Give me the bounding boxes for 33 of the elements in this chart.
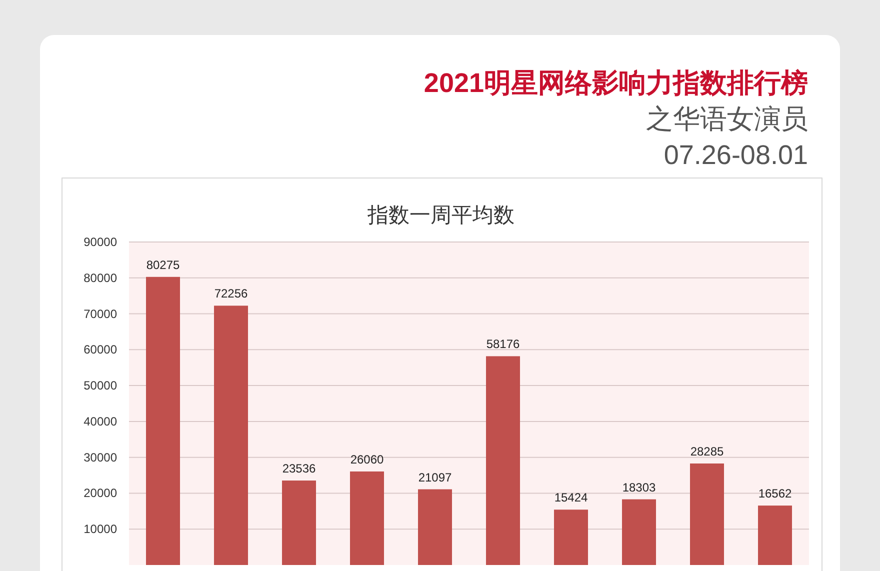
bar	[690, 463, 724, 565]
data-label: 28285	[690, 444, 724, 458]
chart-subtitle: 2021明星网络影响力指数排行榜	[424, 68, 808, 98]
text: 07.26-08.01	[664, 140, 808, 170]
data-label: 15424	[554, 490, 588, 505]
data-label: 80275	[146, 258, 180, 272]
y-tick-label: 60000	[84, 342, 118, 357]
y-tick-label: 50000	[84, 378, 118, 393]
bar	[146, 276, 180, 565]
bar	[350, 471, 384, 565]
y-tick-label: 70000	[84, 306, 118, 321]
y-tick-label: 20000	[84, 486, 118, 500]
bar	[554, 510, 588, 565]
bar	[214, 306, 248, 565]
y-tick-label: 10000	[84, 522, 118, 536]
data-label: 72256	[214, 286, 248, 301]
data-label: 26060	[350, 452, 384, 466]
bar	[622, 499, 656, 565]
bar	[758, 506, 792, 565]
y-tick-label: 90000	[84, 235, 118, 249]
y-tick-label: 80000	[84, 270, 118, 285]
data-label: 18303	[622, 480, 656, 494]
bar	[282, 480, 316, 565]
bar	[486, 356, 520, 565]
text: 之华语女演员	[646, 104, 808, 134]
y-tick-label: 30000	[84, 450, 118, 464]
data-label: 21097	[418, 470, 452, 484]
chart-title: 指数一周平均数	[366, 204, 514, 227]
data-label: 58176	[486, 337, 520, 352]
bar	[418, 489, 452, 565]
y-tick-label: 40000	[84, 414, 118, 428]
data-label: 23536	[282, 462, 316, 476]
data-label: 16562	[758, 486, 792, 501]
